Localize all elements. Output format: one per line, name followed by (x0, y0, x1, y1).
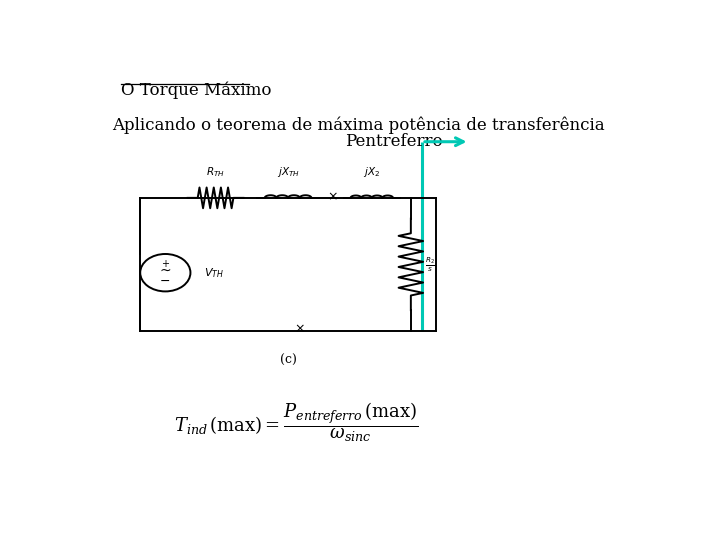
Text: $\frac{R_2}{s}$: $\frac{R_2}{s}$ (425, 255, 436, 274)
Text: Aplicando o teorema de máxima potência de transferência: Aplicando o teorema de máxima potência d… (112, 117, 605, 134)
Text: $V_{TH}$: $V_{TH}$ (204, 266, 225, 280)
Text: $\times$: $\times$ (294, 322, 305, 335)
Text: ~: ~ (160, 264, 171, 278)
Text: +: + (161, 259, 169, 268)
Text: O Torque Máximo: O Torque Máximo (121, 82, 271, 99)
Text: $jX_{TH}$: $jX_{TH}$ (276, 165, 300, 179)
Text: Pentreferro: Pentreferro (346, 133, 443, 151)
Text: (c): (c) (279, 354, 297, 367)
Text: $T_{ind}\,(\mathrm{max}) = \dfrac{P_{entreferro}\,(\mathrm{max})}{\omega_{sinc}}: $T_{ind}\,(\mathrm{max}) = \dfrac{P_{ent… (174, 401, 419, 444)
Text: $R_{TH}$: $R_{TH}$ (206, 165, 225, 179)
Text: $jX_2$: $jX_2$ (364, 165, 380, 179)
Text: −: − (160, 275, 171, 288)
Text: $\times$: $\times$ (328, 191, 338, 204)
